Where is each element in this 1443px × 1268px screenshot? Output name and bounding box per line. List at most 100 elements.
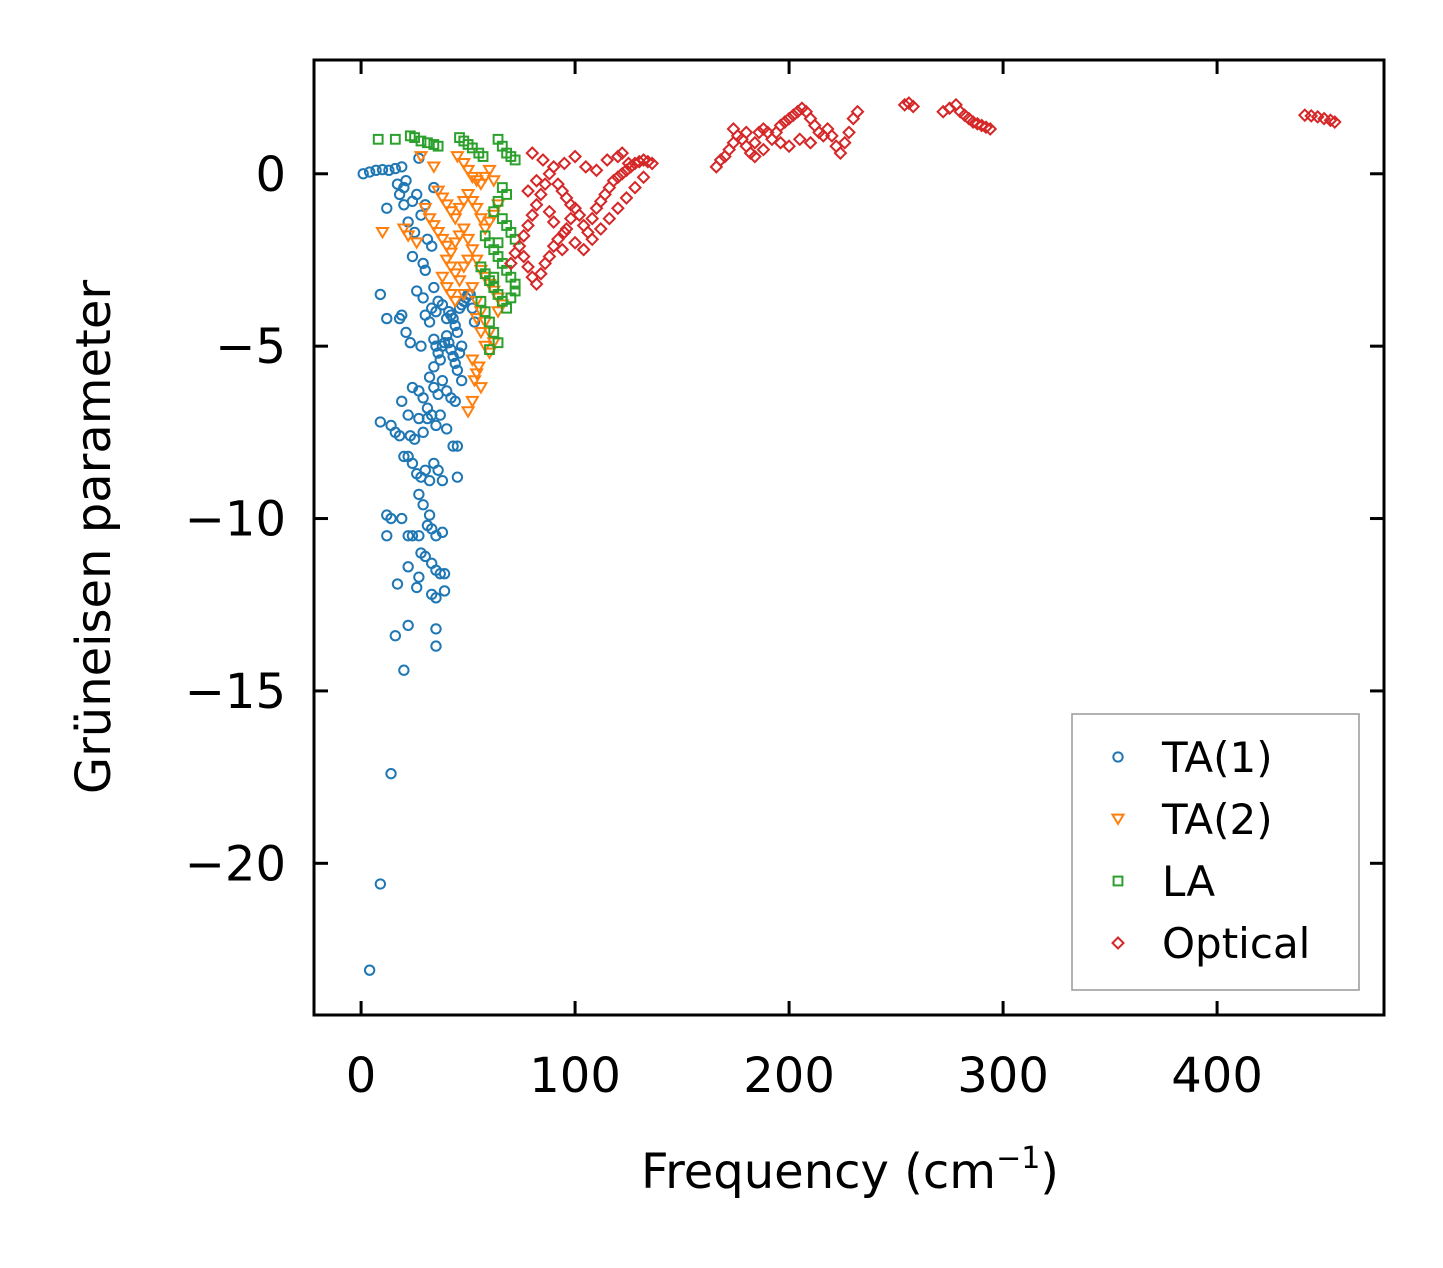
- data-point-optical: [542, 204, 557, 219]
- data-point-ta-1: [417, 392, 429, 404]
- data-point-optical: [837, 135, 852, 150]
- data-point-ta-2: [426, 161, 442, 174]
- data-point-ta-1: [415, 340, 427, 352]
- data-point-ta-2: [439, 199, 454, 212]
- series-la: [372, 130, 521, 356]
- data-point-ta-2: [443, 289, 459, 302]
- data-point-ta-1: [443, 337, 455, 349]
- data-point-optical: [645, 156, 660, 171]
- data-point-ta-1: [398, 181, 410, 194]
- data-point-ta-1: [423, 316, 436, 328]
- x-tick-label: 200: [743, 1048, 835, 1104]
- data-point-optical: [578, 159, 593, 174]
- data-point-ta-1: [396, 309, 408, 321]
- data-point-ta-1: [402, 409, 414, 421]
- data-point-optical: [602, 211, 617, 226]
- legend-label-optical: Optical: [1162, 919, 1310, 968]
- data-point-ta-1: [400, 174, 412, 187]
- data-point-ta-2: [443, 206, 459, 219]
- data-point-ta-1: [455, 340, 468, 352]
- data-point-ta-1: [428, 361, 440, 373]
- data-point-ta-1: [430, 640, 442, 652]
- data-point-ta-1: [417, 292, 429, 304]
- data-point-optical: [615, 166, 630, 181]
- data-point-ta-2: [418, 202, 433, 216]
- data-point-ta-1: [381, 312, 393, 325]
- legend-item-optical: Optical: [1111, 919, 1310, 968]
- data-point-ta-1: [402, 619, 414, 632]
- data-point-ta-2: [467, 375, 482, 388]
- data-point-optical: [585, 232, 600, 247]
- data-point-optical: [557, 156, 572, 171]
- data-point-ta-1: [438, 585, 451, 597]
- data-point-la: [475, 295, 487, 307]
- legend-label-ta-1: TA(1): [1161, 733, 1273, 782]
- data-point-la: [509, 154, 521, 166]
- data-point-ta-2: [465, 171, 480, 185]
- data-point-ta-1: [419, 264, 431, 276]
- data-point-ta-2: [435, 192, 450, 205]
- data-point-optical: [610, 170, 625, 185]
- data-point-optical: [525, 208, 540, 223]
- data-point-optical: [551, 232, 565, 247]
- data-point-optical: [593, 222, 608, 236]
- data-point-la: [488, 326, 500, 338]
- data-point-ta-1: [411, 285, 423, 297]
- data-point-optical: [521, 184, 535, 198]
- x-axis-label: Frequency (cm−1): [641, 1141, 1059, 1200]
- data-point-ta-2: [469, 175, 484, 188]
- data-point-la: [492, 337, 504, 349]
- data-point-ta-2: [465, 195, 480, 209]
- data-point-ta-1: [434, 568, 446, 580]
- data-point-ta-1: [374, 288, 387, 301]
- data-point-ta-1: [357, 168, 369, 180]
- data-point-optical: [563, 197, 578, 212]
- data-point-ta-1: [449, 357, 461, 370]
- x-tick-label: 0: [346, 1048, 377, 1104]
- data-point-ta-1: [449, 319, 461, 332]
- data-point-ta-1: [374, 878, 387, 890]
- data-point-ta-1: [449, 395, 461, 407]
- data-point-optical: [521, 218, 535, 233]
- data-point-optical: [782, 139, 796, 154]
- data-point-ta-2: [471, 361, 487, 374]
- data-point-ta-1: [411, 188, 423, 201]
- data-point-ta-2: [460, 254, 476, 267]
- data-point-ta-2: [460, 406, 476, 419]
- data-point-ta-1: [436, 474, 449, 487]
- data-point-la: [492, 195, 504, 207]
- data-point-ta-1: [393, 430, 406, 442]
- data-point-ta-2: [443, 247, 459, 260]
- data-point-ta-2: [456, 261, 472, 274]
- data-point-ta-1: [391, 578, 404, 590]
- data-point-ta-2: [465, 354, 480, 367]
- x-tick-label: 400: [1171, 1048, 1263, 1104]
- data-point-optical: [621, 156, 636, 171]
- data-point-ta-2: [456, 223, 472, 236]
- data-point-optical: [747, 149, 762, 164]
- data-point-ta-2: [465, 395, 480, 409]
- data-point-optical: [516, 249, 531, 264]
- data-point-ta-2: [375, 226, 390, 240]
- data-point-ta-2: [477, 340, 493, 354]
- data-point-ta-1: [428, 281, 440, 294]
- data-point-optical: [521, 259, 535, 274]
- data-point-optical: [619, 190, 634, 205]
- data-point-ta-2: [486, 175, 502, 188]
- data-point-la: [488, 271, 500, 283]
- data-point-ta-1: [363, 964, 376, 976]
- data-point-ta-1: [389, 162, 401, 175]
- legend-entries: TA(1) TA(2) LA Optical: [1110, 733, 1310, 968]
- legend: TA(1) TA(2) LA Optical: [1071, 713, 1360, 991]
- data-point-optical: [983, 122, 998, 136]
- data-point-ta-1: [441, 330, 453, 342]
- data-point-ta-1: [428, 333, 440, 345]
- data-point-ta-2: [400, 230, 416, 243]
- data-point-ta-1: [451, 326, 464, 339]
- data-point-ta-2: [447, 237, 463, 250]
- data-point-optical: [739, 125, 754, 140]
- x-tick-label: 100: [529, 1048, 621, 1104]
- data-point-ta-1: [383, 164, 395, 176]
- data-point-ta-2: [469, 254, 484, 267]
